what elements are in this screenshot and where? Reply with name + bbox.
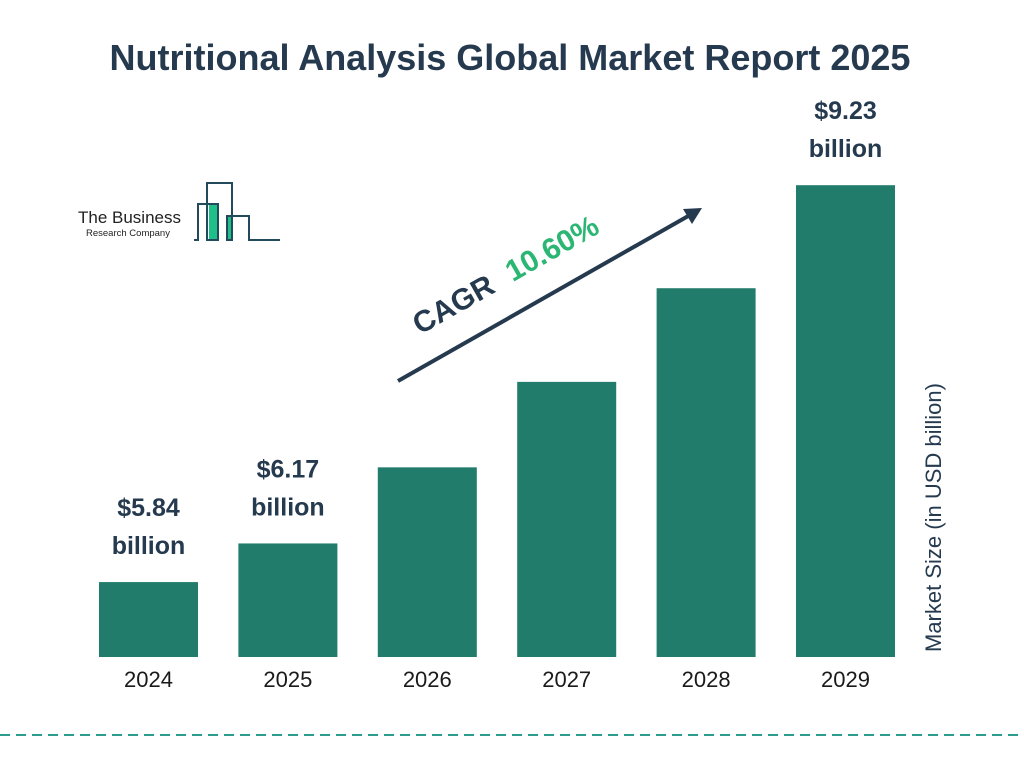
data-label: billion bbox=[809, 135, 883, 163]
x-tick-label: 2029 bbox=[821, 667, 870, 692]
bar-2024 bbox=[99, 582, 198, 657]
data-label: $5.84 bbox=[117, 494, 180, 522]
x-tick-label: 2027 bbox=[542, 667, 591, 692]
x-tick-label: 2024 bbox=[124, 667, 173, 692]
data-label: $9.23 bbox=[814, 97, 877, 125]
data-label: billion bbox=[251, 493, 325, 521]
x-tick-label: 2026 bbox=[403, 667, 452, 692]
y-axis-label: Market Size (in USD billion) bbox=[921, 383, 946, 652]
bar-2026 bbox=[377, 467, 477, 657]
cagr-value: 10.60% bbox=[500, 209, 605, 288]
x-tick-label: 2028 bbox=[682, 667, 731, 692]
bar-2028 bbox=[656, 288, 756, 657]
company-logo: The Business Research Company bbox=[78, 182, 280, 241]
x-tick-label: 2025 bbox=[263, 667, 312, 692]
bar-2025 bbox=[238, 543, 338, 657]
data-label: $6.17 bbox=[257, 455, 320, 483]
logo-text-line2: Research Company bbox=[86, 228, 170, 239]
arrow-head-icon bbox=[683, 208, 702, 224]
data-label: billion bbox=[112, 532, 186, 560]
bar-2029 bbox=[796, 185, 895, 657]
logo-text-line1: The Business bbox=[78, 208, 181, 227]
bar-2027 bbox=[517, 381, 617, 657]
cagr-annotation: CAGR 10.60% bbox=[397, 208, 702, 383]
page-title: Nutritional Analysis Global Market Repor… bbox=[109, 37, 911, 78]
